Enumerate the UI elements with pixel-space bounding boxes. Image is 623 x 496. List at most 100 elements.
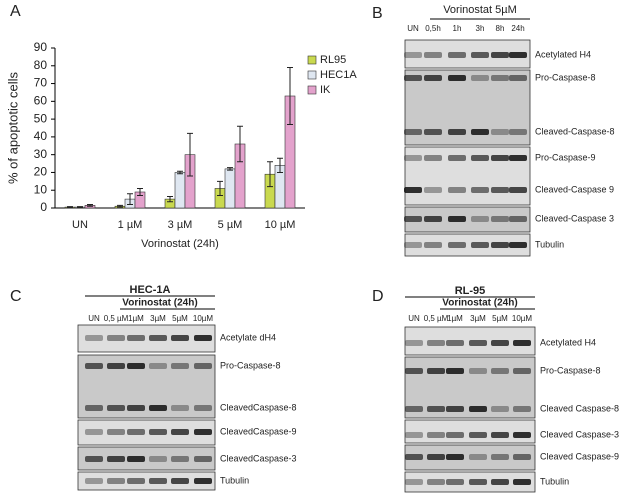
band — [509, 216, 527, 222]
band — [405, 406, 423, 412]
band — [194, 405, 212, 411]
blot-label: Cleaved-Caspase 3 — [535, 213, 614, 223]
band — [448, 129, 466, 135]
band — [424, 52, 442, 58]
lane-label: UN — [407, 24, 419, 33]
band — [448, 75, 466, 81]
lane-label: 24h — [511, 24, 524, 33]
band — [107, 456, 125, 462]
band — [149, 456, 167, 462]
band — [149, 335, 167, 341]
error-bar — [67, 206, 73, 209]
blot-image — [404, 419, 536, 444]
band — [491, 52, 509, 58]
band — [107, 405, 125, 411]
band — [471, 216, 489, 222]
lane-label: 3µM — [470, 314, 486, 323]
band — [491, 155, 509, 161]
band — [471, 155, 489, 161]
y-tick-label: 50 — [34, 111, 48, 125]
band — [405, 454, 423, 460]
band — [85, 456, 103, 462]
y-tick-label: 40 — [34, 129, 48, 143]
band — [107, 429, 125, 435]
error-bar — [287, 67, 293, 125]
blot-image — [77, 324, 216, 353]
lane-label: 1µM — [447, 314, 463, 323]
x-tick-label: 5 µM — [218, 219, 243, 231]
band — [491, 432, 509, 438]
band — [424, 155, 442, 161]
band — [446, 479, 464, 485]
band — [491, 216, 509, 222]
band — [427, 406, 445, 412]
band — [404, 129, 422, 135]
band — [469, 479, 487, 485]
x-tick-label: UN — [72, 219, 88, 231]
band — [404, 242, 422, 248]
band — [469, 432, 487, 438]
blot-label: CleavedCaspase-3 — [220, 453, 297, 463]
band — [471, 129, 489, 135]
blot-label: Cleaved Caspase-8 — [540, 403, 619, 413]
blot-label: Acetylated H4 — [540, 337, 596, 347]
band — [171, 456, 189, 462]
legend-label: RL95 — [320, 54, 346, 66]
blot-image — [77, 446, 216, 471]
band — [107, 478, 125, 484]
band — [85, 335, 103, 341]
band — [509, 155, 527, 161]
blot-label: CleavedCaspase-9 — [220, 426, 297, 436]
lane-label: 5µM — [172, 314, 188, 323]
band — [491, 406, 509, 412]
blot-label: CleavedCaspase-8 — [220, 402, 297, 412]
band — [491, 187, 509, 193]
band — [127, 429, 145, 435]
legend-swatch — [307, 55, 317, 65]
band — [85, 478, 103, 484]
error-bar — [277, 157, 283, 173]
band — [513, 406, 531, 412]
band — [513, 340, 531, 346]
band — [446, 340, 464, 346]
y-tick-label: 70 — [34, 76, 48, 90]
band — [491, 340, 509, 346]
blot-label: Pro-Caspase-9 — [535, 152, 596, 162]
legend-swatch — [307, 85, 317, 95]
lane-label: UN — [408, 314, 420, 323]
lane-label: 10µM — [512, 314, 533, 323]
band — [427, 454, 445, 460]
band — [405, 479, 423, 485]
blot-label: Tubulin — [535, 239, 564, 249]
band — [424, 216, 442, 222]
lane-label: 1µM — [128, 314, 144, 323]
band — [127, 456, 145, 462]
bar — [174, 172, 186, 209]
band — [427, 368, 445, 374]
band — [448, 242, 466, 248]
band — [127, 335, 145, 341]
panel-letter: A — [10, 3, 21, 20]
band — [424, 75, 442, 81]
band — [427, 340, 445, 346]
band — [194, 363, 212, 369]
band — [427, 479, 445, 485]
band — [171, 363, 189, 369]
blot-label: Pro-Caspase-8 — [540, 365, 601, 375]
band — [404, 52, 422, 58]
error-bar — [127, 193, 133, 205]
x-tick-label: 10 µM — [265, 219, 296, 231]
band — [424, 187, 442, 193]
y-axis-label: % of apoptotic cells — [5, 72, 20, 185]
lane-label: 8h — [496, 24, 505, 33]
band — [491, 368, 509, 374]
band — [491, 454, 509, 460]
band — [404, 216, 422, 222]
lane-label: UN — [88, 314, 100, 323]
band — [513, 368, 531, 374]
band — [509, 129, 527, 135]
lane-label: 0,5 µM — [424, 314, 449, 323]
y-tick-label: 30 — [34, 147, 48, 161]
error-bar — [177, 170, 183, 175]
